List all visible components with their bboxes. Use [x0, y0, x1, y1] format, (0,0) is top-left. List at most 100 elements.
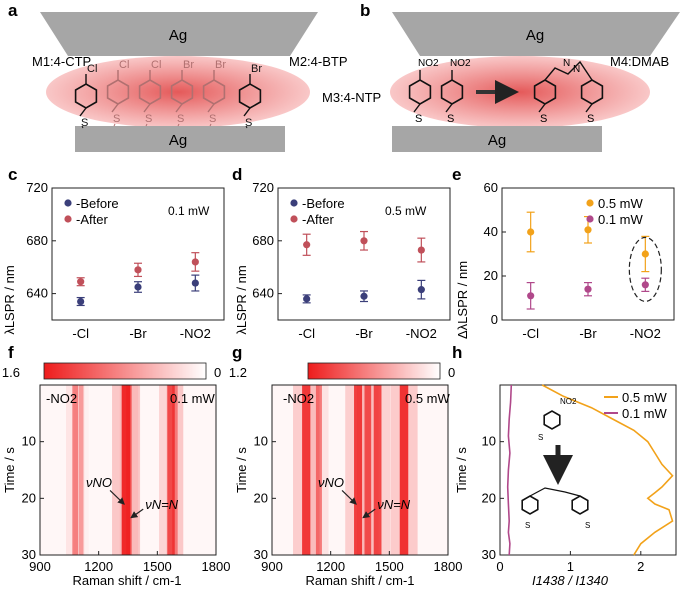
legend-marker [64, 215, 72, 223]
panel-g: g 1.2 0 Time / s Raman shift / cm-1 900 1… [229, 343, 463, 588]
panel-f: f 1.6 0 Time / s Raman shift / cm-1 900 1… [2, 343, 231, 588]
inset-sulfur-label: S [525, 521, 530, 530]
sulfur-label-a: S [113, 113, 120, 125]
x-tick-label: 1800 [202, 559, 231, 574]
peak-band [72, 385, 79, 555]
annotation-arrow [362, 508, 376, 519]
data-point [303, 241, 311, 249]
panel-label-g: g [232, 343, 242, 362]
power-label-f: 0.1 mW [170, 391, 216, 406]
colorbar-min-f: 0 [214, 365, 221, 380]
x-tick-label: 1200 [316, 559, 345, 574]
colorbar-f [43, 362, 207, 380]
bond-line-b [538, 103, 546, 113]
peak-band [121, 385, 131, 555]
y-tick-label: 20 [254, 490, 268, 505]
data-point [191, 279, 199, 287]
legend-marker [586, 199, 594, 207]
legend-label: 0.1 mW [622, 406, 668, 421]
chart-d: 640 680 720 -Cl -Br -NO2 -Before-After [252, 180, 451, 341]
panel-c: c 0.1 mW λLSPR / nm 640 680 720 -Cl -Br -NO2 -… [2, 165, 225, 341]
legend-marker [290, 199, 298, 207]
azo-n-label-b: N [573, 64, 580, 75]
peak-band [126, 385, 132, 555]
x-tick-label: -Cl [72, 326, 89, 341]
colorbar-max-g: 1.2 [229, 365, 247, 380]
nitro-label-b: NO2 [418, 58, 439, 69]
bottom-electrode-label-b: Ag [488, 132, 506, 149]
bond-line-a [143, 103, 151, 113]
bond-line-a [207, 103, 215, 113]
legend-marker [586, 215, 594, 223]
anchor-bond-a [81, 125, 84, 129]
peak-band [364, 385, 372, 555]
power-label-d: 0.5 mW [385, 204, 427, 218]
x-axis-label-h: I1438 / I1340 [532, 573, 609, 588]
x-tick-label: -NO2 [630, 326, 661, 341]
y-tick-label: 20 [22, 490, 36, 505]
y-tick-label: 10 [22, 434, 36, 449]
series-line [541, 384, 674, 556]
annotation-no: νNO [318, 475, 344, 490]
azo-bridge-b [544, 60, 593, 81]
sulfur-label-b: S [447, 113, 454, 125]
panel-e: e ΔλLSPR / nm 0 20 40 60 -Cl -Br -NO2 0.5 mW0.1… [452, 165, 675, 341]
bottom-electrode-a [75, 126, 285, 152]
x-axis-label-f: Raman shift / cm-1 [72, 573, 181, 588]
inset-nitro-label: NO2 [560, 397, 577, 406]
peak-band [167, 385, 175, 555]
data-point [134, 283, 142, 291]
legend-label: -Before [302, 196, 345, 211]
panel-label-h: h [452, 343, 462, 362]
chart-g: 900 1200 1500 1800 10 20 30 νNO νN=N [254, 384, 463, 574]
nitro-label-b: NO2 [450, 58, 471, 69]
bond-line-a [79, 107, 87, 117]
chart-f: 900 1200 1500 1800 10 20 30 νNO νN=N [22, 384, 231, 574]
chart-h: 0 1 2 10 20 30 0.5 mW0.1 mW NO2 S S S [482, 384, 677, 574]
peak-band [399, 385, 409, 555]
substituent-label-a: Br [251, 63, 262, 75]
data-point [417, 246, 425, 254]
power-label-g: 0.5 mW [405, 391, 451, 406]
panel-label-b: b [360, 1, 370, 20]
y-tick-label: 20 [482, 490, 496, 505]
x-tick-label: 1800 [434, 559, 463, 574]
y-axis-label-d: λLSPR / nm [234, 265, 249, 334]
legend-label: -Before [76, 196, 119, 211]
molecule-label-m1: M1:4-CTP [32, 54, 91, 69]
legend-label: 0.5 mW [622, 390, 668, 405]
x-tick-label: -Br [355, 326, 373, 341]
annotation-arrow [109, 489, 125, 505]
y-tick-label: 60 [484, 180, 498, 195]
y-axis-label-c: λLSPR / nm [2, 265, 17, 334]
molecule-label-m3: M3:4-NTP [322, 90, 381, 105]
anchor-bond-a [145, 123, 148, 127]
legend-marker [290, 215, 298, 223]
peak-band [315, 385, 322, 555]
data-point [134, 266, 142, 274]
legend-label: 0.5 mW [598, 196, 644, 211]
legend-marker [64, 199, 72, 207]
anchor-bond-a [113, 123, 116, 127]
x-tick-label: 1 [567, 559, 574, 574]
top-electrode-label-b: Ag [526, 27, 544, 44]
bond-line-a [175, 103, 183, 113]
anchor-bond-a [177, 123, 180, 127]
x-tick-label: -Br [579, 326, 597, 341]
sulfur-label-a: S [81, 117, 88, 129]
substituent-label-a: Br [183, 59, 194, 71]
y-axis-label-g: Time / s [234, 447, 249, 493]
peak-band [302, 385, 311, 555]
panel-label-d: d [232, 165, 242, 184]
top-electrode-a [40, 12, 318, 56]
x-tick-label: -Cl [298, 326, 315, 341]
y-tick-label: 30 [22, 547, 36, 562]
data-point [303, 295, 311, 303]
y-tick-label: 640 [26, 286, 48, 301]
legend-label: 0.1 mW [598, 212, 644, 227]
legend-label: -After [76, 212, 108, 227]
y-tick-label: 30 [254, 547, 268, 562]
group-label-g: -NO2 [283, 391, 314, 406]
panel-label-e: e [452, 165, 461, 184]
panel-h: h Time / s I1438 / I1340 0 1 2 10 20 30 0.5 mW… [452, 343, 677, 588]
